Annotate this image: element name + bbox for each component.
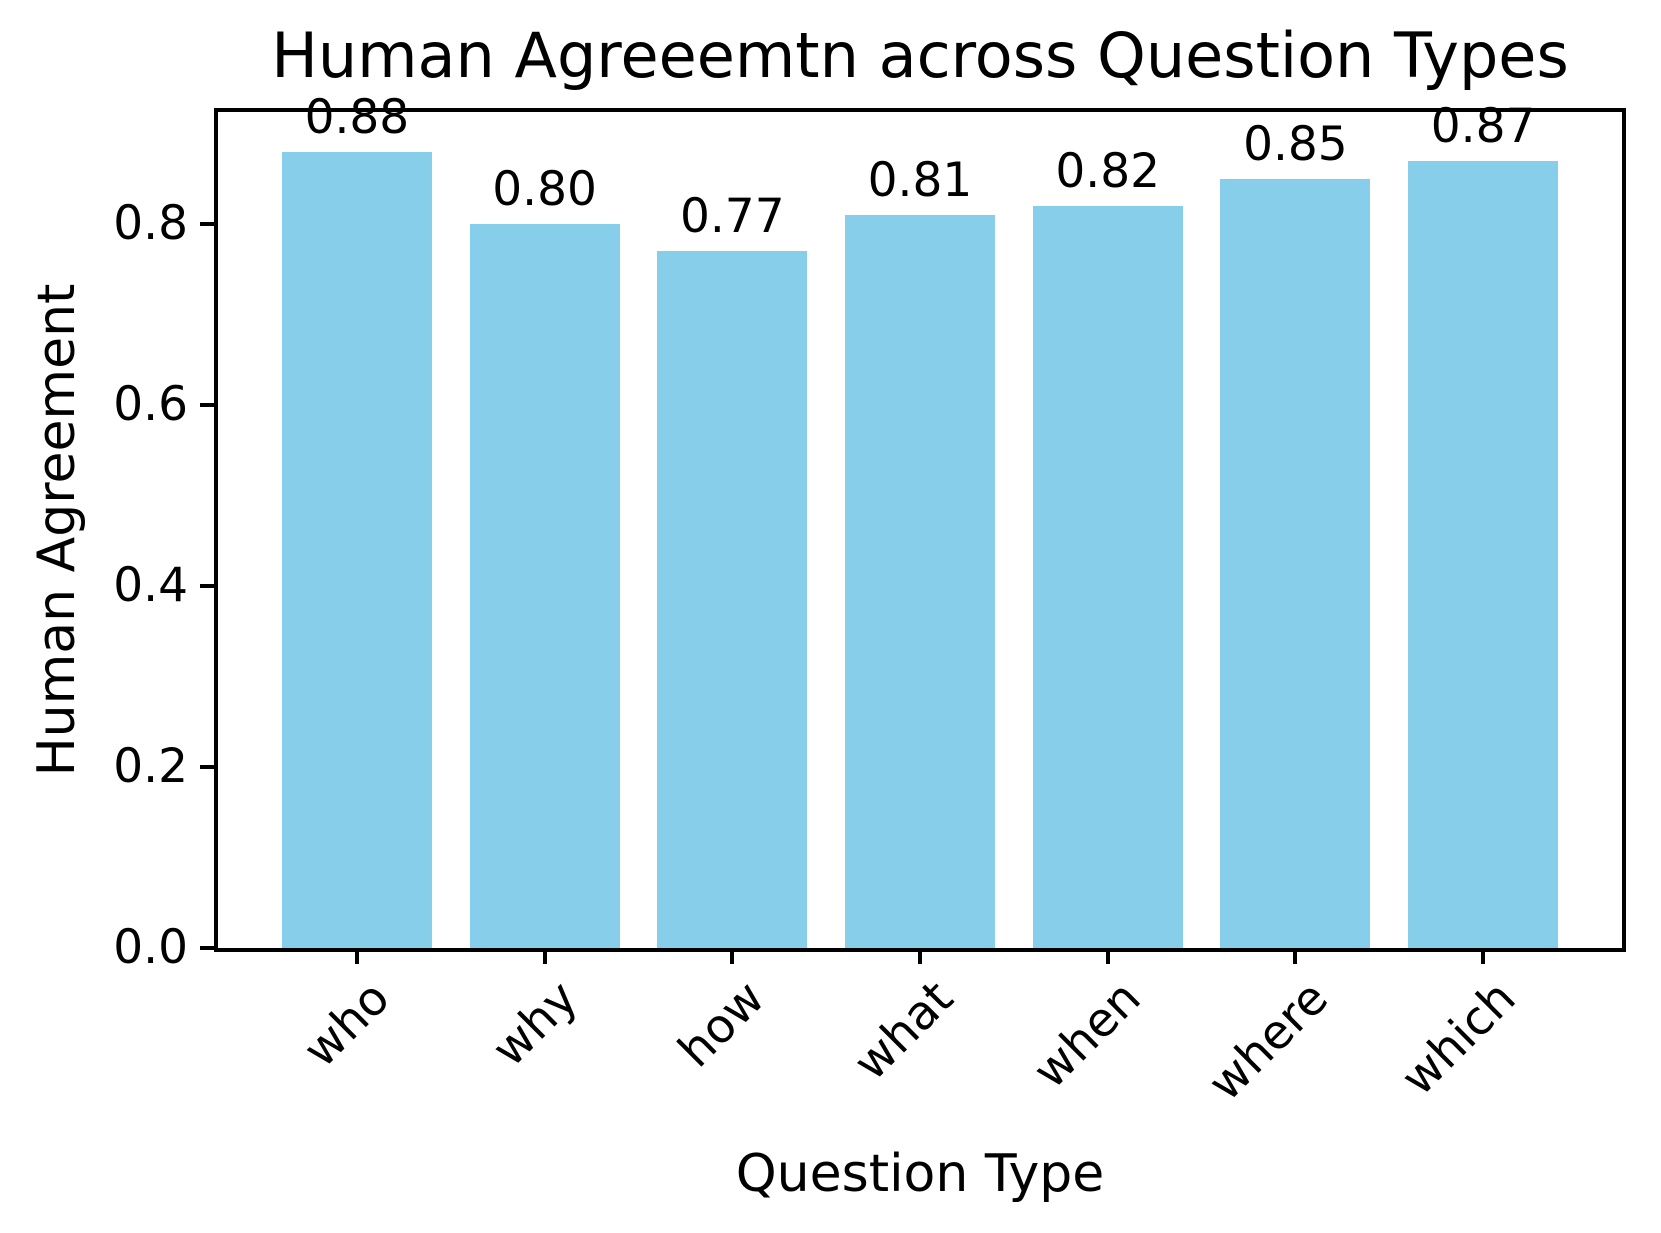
x-tick-label-who: who <box>292 970 401 1079</box>
x-tick-label-why: why <box>481 970 589 1078</box>
bar-when <box>1032 206 1183 948</box>
y-tick-mark <box>200 403 214 408</box>
x-tick-mark <box>1481 948 1486 964</box>
bar-value-label-where: 0.85 <box>1243 116 1348 172</box>
bar-where <box>1220 178 1371 948</box>
bar-how <box>657 251 808 948</box>
x-tick-mark <box>918 948 922 964</box>
x-tick-label-where: where <box>1197 970 1339 1112</box>
x-tick-mark <box>730 948 735 964</box>
x-tick-label-when: when <box>1022 970 1152 1100</box>
y-tick-label-0.2: 0.2 <box>113 739 188 795</box>
y-tick-label-0.0: 0.0 <box>113 920 188 975</box>
x-tick-mark <box>1105 948 1110 964</box>
y-tick-label-0.6: 0.6 <box>113 377 188 433</box>
y-tick-label-0.8: 0.8 <box>113 196 188 252</box>
y-tick-mark <box>200 222 214 227</box>
x-tick-mark <box>354 948 359 964</box>
bar-what <box>844 215 996 948</box>
bar-value-label-why: 0.80 <box>492 162 597 218</box>
y-tick-mark <box>200 946 214 950</box>
bar-who <box>281 151 432 948</box>
bar-why <box>469 224 620 948</box>
y-tick-label-0.4: 0.4 <box>113 558 188 614</box>
bar-value-label-when: 0.82 <box>1055 144 1161 200</box>
x-tick-label-how: how <box>668 970 776 1079</box>
x-tick-label-which: which <box>1390 970 1527 1107</box>
plot-area: 0.88 who 0.80 why 0.77 how 0.81 what 0.82 when 0.8… <box>113 91 1626 1112</box>
y-tick-mark <box>200 584 214 589</box>
bar-value-label-which: 0.87 <box>1430 98 1536 154</box>
bar-value-label-how: 0.77 <box>679 189 785 245</box>
chart-title: Human Agreeemtn across Question Types <box>271 19 1569 92</box>
bar-value-label-who: 0.88 <box>304 89 410 145</box>
x-axis-label: Question Type <box>735 1144 1105 1204</box>
bar-which <box>1408 160 1559 948</box>
x-tick-mark <box>542 948 547 964</box>
y-axis-label: Human Agreement <box>27 283 87 777</box>
x-tick-label-what: what <box>842 970 964 1092</box>
y-tick-mark <box>200 765 214 770</box>
x-tick-mark <box>1293 948 1298 964</box>
bar-value-label-what: 0.81 <box>867 153 973 209</box>
